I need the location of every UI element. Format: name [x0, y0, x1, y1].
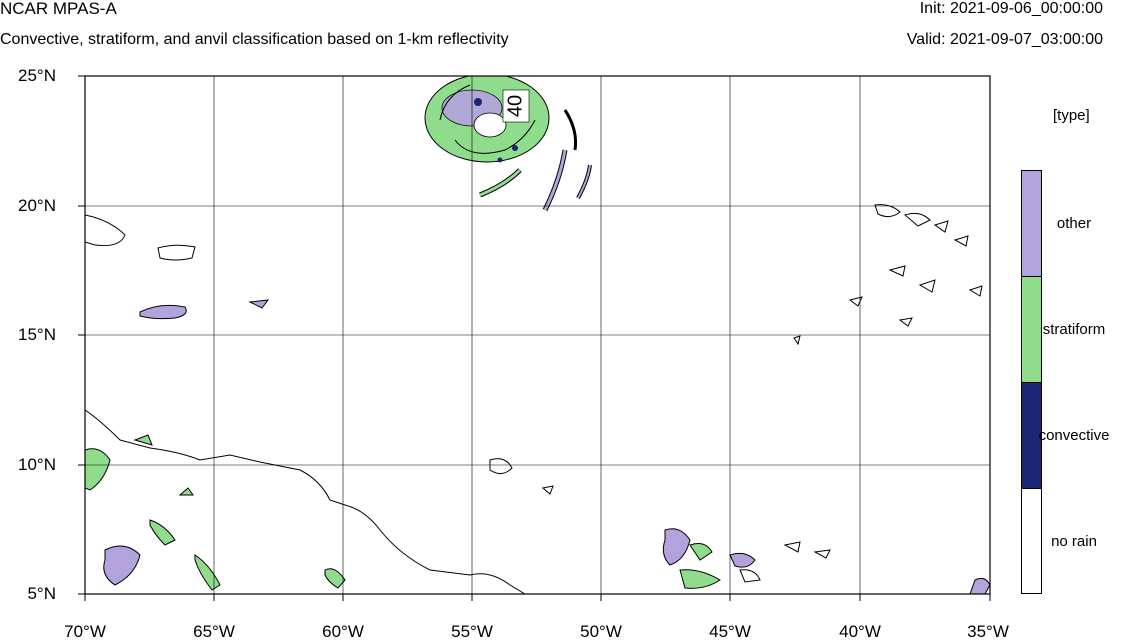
legend-divider [1021, 382, 1042, 383]
lon-label-50w: 50°W [580, 622, 622, 641]
legend-swatch-no-rain [1021, 488, 1042, 594]
hurricane-rainband-region [424, 76, 592, 212]
legend-label-other: other [1056, 215, 1092, 232]
legend-swatch-convective [1021, 382, 1042, 489]
lon-label-55w: 55°W [451, 622, 493, 641]
legend-label-convective: convective [1038, 427, 1110, 444]
legend-divider [1021, 276, 1042, 277]
legend-label-no-rain: no rain [1051, 533, 1097, 550]
lat-label-25: 25°N [18, 66, 56, 85]
contour-label: 40 [504, 95, 526, 117]
valid-time: Valid: 2021-09-07_03:00:00 [906, 31, 1103, 48]
legend-swatch-stratiform [1021, 276, 1042, 383]
init-time: Init: 2021-09-06_00:00:00 [919, 0, 1103, 17]
lat-lon-grid [85, 76, 990, 594]
lat-label-20: 20°N [18, 196, 56, 215]
legend-swatch-other [1021, 170, 1042, 277]
lon-label-40w: 40°W [839, 622, 881, 641]
itcz-convection-south [662, 528, 990, 594]
legend-border-top [1021, 170, 1042, 171]
legend-border-bottom [1021, 593, 1042, 594]
lon-label-45w: 45°W [709, 622, 751, 641]
figure-subtitle: Convective, stratiform, and anvil classi… [0, 31, 509, 48]
legend-label-stratiform: stratiform [1042, 321, 1106, 338]
lon-label-65w: 65°W [193, 622, 235, 641]
legend-title: [type] [1053, 107, 1090, 124]
lon-label-35w: 35°W [967, 622, 1009, 641]
lon-label-70w: 70°W [64, 622, 106, 641]
lat-label-10: 10°N [18, 455, 56, 474]
lat-label-5: 5°N [27, 584, 56, 603]
scattered-convection-west [85, 299, 554, 591]
legend-divider [1021, 488, 1042, 489]
scattered-convection-east [793, 204, 983, 346]
south-american-coastline [85, 409, 526, 594]
figure-title: NCAR MPAS-A [0, 0, 117, 18]
lat-label-15: 15°N [18, 325, 56, 344]
contour-label-box [502, 89, 530, 123]
lon-label-60w: 60°W [322, 622, 364, 641]
axis-ticks [78, 75, 991, 601]
